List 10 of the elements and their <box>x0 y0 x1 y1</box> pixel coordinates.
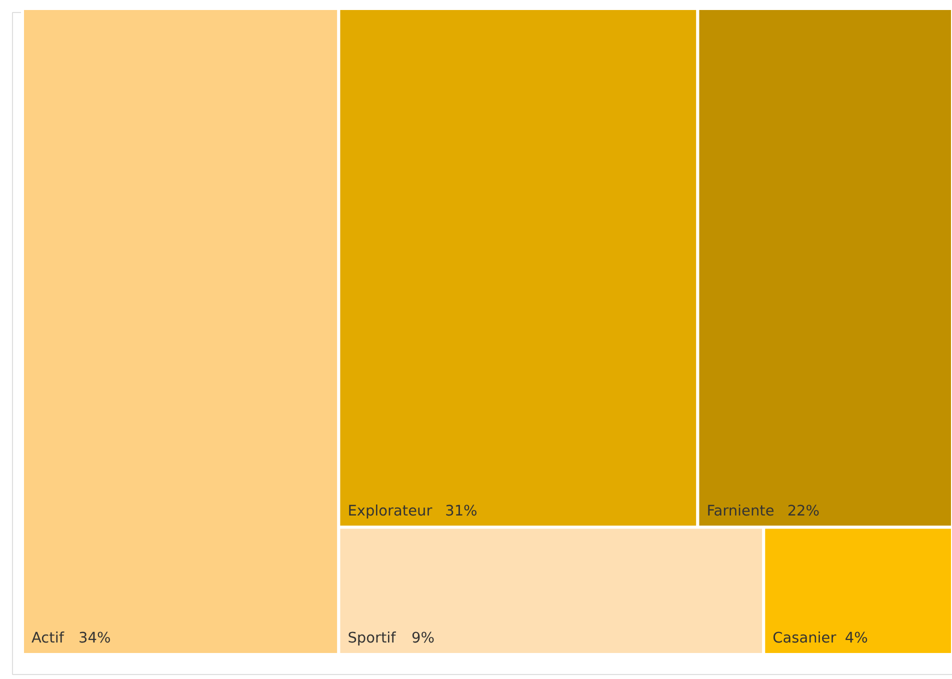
data-label: 31% <box>445 503 478 520</box>
data-label: 9% <box>412 630 435 646</box>
category-label: Actif <box>32 630 65 646</box>
data-label: 34% <box>78 630 111 646</box>
data-label: 4% <box>844 630 868 646</box>
category-label: Sportif <box>348 630 397 646</box>
data-label: 22% <box>787 503 820 520</box>
category-label: Casanier <box>772 630 836 646</box>
category-label: Farniente <box>706 503 774 520</box>
category-label: Explorateur <box>348 503 432 520</box>
